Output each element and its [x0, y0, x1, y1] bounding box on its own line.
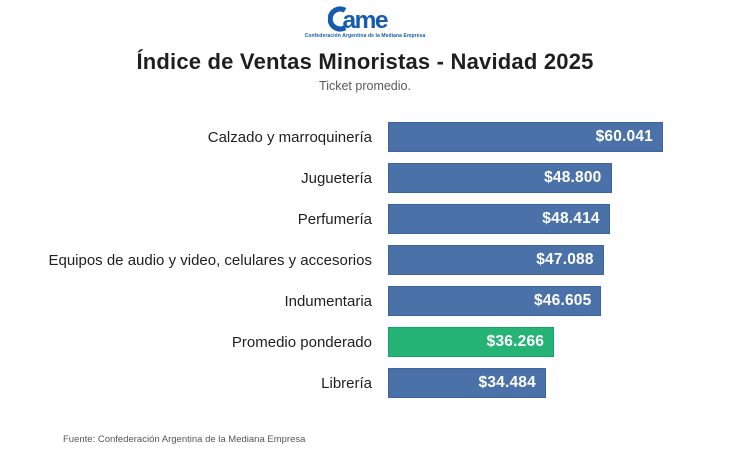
bar-chart: Calzado y marroquinería $60.041 Juguetería…: [0, 122, 730, 409]
bar: $46.605: [388, 286, 602, 316]
value-label: $47.088: [536, 251, 594, 268]
chart-row: Equipos de audio y video, celulares y ac…: [0, 245, 730, 275]
chart-row: Calzado y marroquinería $60.041: [0, 122, 730, 152]
category-label: Calzado y marroquinería: [207, 128, 372, 146]
came-wordmark-text: ame: [343, 7, 388, 32]
bar-track: $47.088: [388, 245, 663, 275]
bar-track: $48.414: [388, 204, 663, 234]
chart-subtitle: Ticket promedio.: [319, 79, 411, 93]
came-logo-mark: ame: [328, 6, 389, 32]
came-logo-c-ring: [328, 6, 347, 32]
bar-track: $46.605: [388, 286, 663, 316]
bar-highlight: $36.266: [388, 327, 555, 357]
value-label: $46.605: [534, 292, 592, 309]
came-logo-tagline: Confederación Argentina de la Mediana Em…: [304, 33, 426, 39]
value-label: $34.484: [478, 374, 536, 391]
came-logo: ame Confederación Argentina de la Median…: [0, 4, 730, 39]
bar-track: $60.041: [388, 122, 663, 152]
page-title: Índice de Ventas Minoristas - Navidad 20…: [136, 49, 594, 74]
category-label: Perfumería: [297, 210, 372, 228]
chart-row: Perfumería $48.414: [0, 204, 730, 234]
bar: $60.041: [388, 122, 663, 152]
value-label: $36.266: [486, 333, 545, 350]
value-label: $60.041: [595, 128, 653, 145]
source-note: Fuente: Confederación Argentina de la Me…: [63, 434, 306, 445]
value-label: $48.800: [544, 169, 602, 186]
category-label: Librería: [321, 374, 372, 392]
category-label: Juguetería: [301, 169, 372, 187]
bar-track: $36.266: [388, 327, 663, 357]
bar-track: $48.800: [388, 163, 663, 193]
chart-row: Indumentaria $46.605: [0, 286, 730, 316]
bar: $48.800: [388, 163, 612, 193]
category-label: Promedio ponderado: [231, 333, 372, 351]
value-label: $48.414: [542, 210, 600, 227]
bar: $34.484: [388, 368, 546, 398]
chart-row: Librería $34.484: [0, 368, 730, 398]
bar: $48.414: [388, 204, 610, 234]
chart-row: Promedio ponderado $36.266: [0, 327, 730, 357]
bar-track: $34.484: [388, 368, 663, 398]
bar: $47.088: [388, 245, 604, 275]
category-label: Indumentaria: [284, 292, 372, 310]
chart-row: Juguetería $48.800: [0, 163, 730, 193]
category-label: Equipos de audio y video, celulares y ac…: [48, 251, 372, 269]
